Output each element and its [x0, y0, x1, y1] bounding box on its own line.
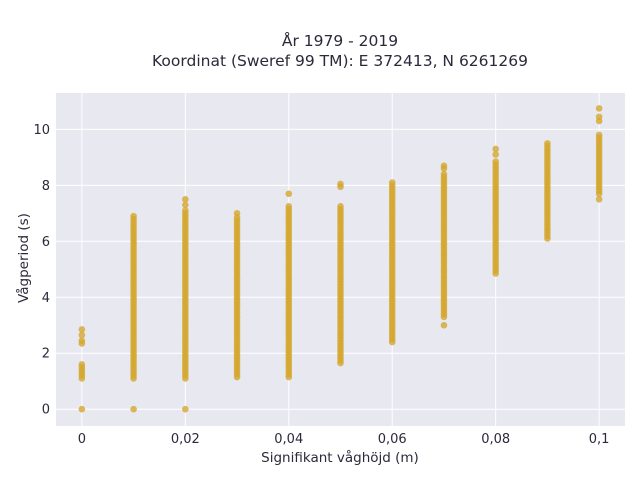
data-point	[595, 196, 603, 203]
data-point	[78, 405, 86, 413]
y-tick-label: 4	[42, 291, 50, 306]
data-point	[182, 201, 189, 209]
data-point	[182, 196, 189, 203]
data-point	[492, 158, 499, 165]
x-tick-label: 0,04	[274, 432, 303, 447]
data-point	[78, 337, 86, 344]
chart-title-line2: Koordinat (Sweref 99 TM): E 372413, N 62…	[152, 52, 528, 70]
data-point	[595, 131, 603, 139]
x-tick-label: 0,06	[378, 432, 407, 447]
x-tick-label: 0,02	[171, 432, 200, 447]
y-axis-title: Vågperiod (s)	[15, 213, 32, 303]
data-point	[78, 331, 86, 339]
data-point	[130, 405, 137, 413]
y-tick-label: 6	[42, 235, 50, 250]
data-point	[595, 105, 603, 112]
data-points	[78, 105, 603, 413]
data-point	[285, 203, 293, 210]
data-point	[233, 210, 241, 217]
y-tick-label: 10	[33, 123, 50, 138]
y-tick-label: 2	[42, 347, 50, 362]
data-point	[337, 203, 344, 210]
y-tick-label: 0	[42, 403, 50, 418]
data-point	[285, 190, 293, 198]
data-point	[492, 145, 499, 153]
data-point	[78, 326, 86, 333]
data-point	[492, 151, 499, 158]
data-point	[440, 170, 448, 178]
data-point	[595, 113, 603, 121]
x-tick-label: 0	[78, 432, 86, 447]
data-point	[130, 212, 137, 220]
chart-title-line1: År 1979 - 2019	[282, 31, 398, 50]
y-tick-label: 8	[42, 179, 50, 194]
x-tick-label: 0,1	[589, 432, 610, 447]
data-point	[182, 405, 189, 413]
data-point	[440, 321, 448, 329]
data-point	[440, 162, 448, 170]
data-point	[544, 140, 551, 147]
tick-labels: 0 2 4 6 8 10 0 0,02 0,04 0,06 0,08 0,1	[33, 123, 609, 447]
x-axis-title: Signifikant våghöjd (m)	[261, 449, 419, 466]
data-point	[337, 180, 344, 188]
x-tick-label: 0,08	[481, 432, 510, 447]
data-point	[182, 207, 189, 214]
data-point	[78, 361, 86, 368]
data-point	[388, 179, 396, 186]
